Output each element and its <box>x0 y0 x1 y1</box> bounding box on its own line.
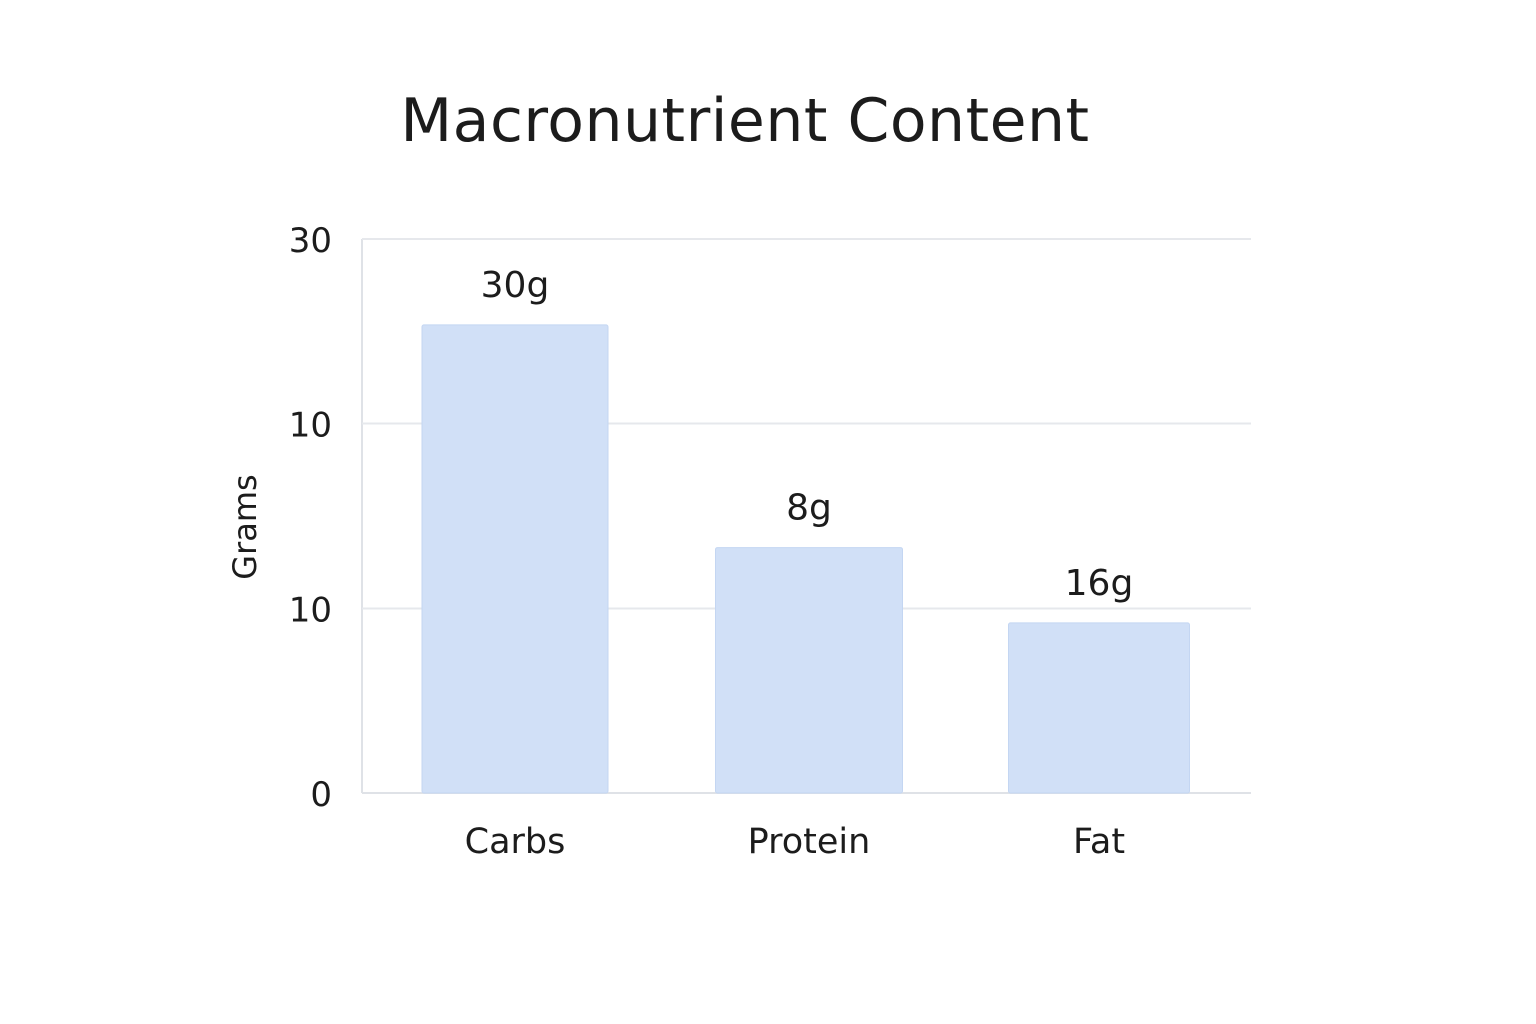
y-tick-label: 30 <box>289 221 332 261</box>
y-tick-label: 0 <box>310 775 332 815</box>
bar-fat <box>1008 622 1190 794</box>
bar-protein <box>715 547 903 794</box>
y-tick-label: 10 <box>289 591 332 631</box>
y-tick-label: 10 <box>289 405 332 445</box>
bar-carbs <box>421 324 609 794</box>
x-axis-categories: Carbs Protein Fat <box>465 822 1125 862</box>
x-tick-label-fat: Fat <box>1073 822 1125 862</box>
y-axis-title: Grams <box>226 474 264 579</box>
data-label-carbs: 30g <box>481 265 550 306</box>
data-labels: 30g 8g 16g <box>481 265 1134 604</box>
x-tick-label-carbs: Carbs <box>465 822 566 862</box>
y-axis-ticks: 0 10 10 30 <box>289 221 332 815</box>
bars <box>421 324 1190 794</box>
data-label-protein: 8g <box>786 488 832 529</box>
data-label-fat: 16g <box>1065 563 1134 604</box>
x-tick-label-protein: Protein <box>748 822 871 862</box>
chart-title: Macronutrient Content <box>400 86 1090 156</box>
